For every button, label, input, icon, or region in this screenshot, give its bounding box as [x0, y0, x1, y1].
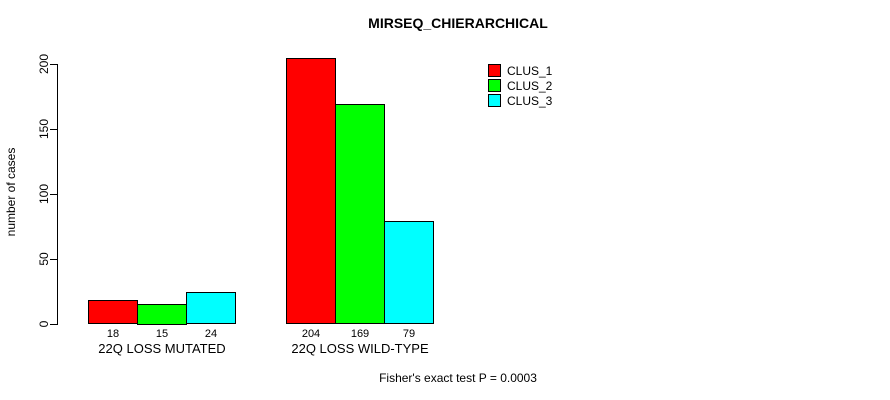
bar-clus-1-22q-loss-wild-type	[286, 58, 336, 325]
y-axis-tick	[50, 193, 57, 195]
bar-value-label: 79	[402, 328, 416, 340]
legend: CLUS_1 CLUS_2 CLUS_3	[488, 64, 552, 109]
legend-label-clus-1: CLUS_1	[507, 63, 553, 78]
bar-value-label: 18	[106, 328, 120, 340]
bar-value-label: 204	[301, 328, 321, 340]
bar-clus-3-22q-loss-wild-type	[384, 220, 434, 325]
legend-swatch-clus-1	[488, 64, 501, 77]
bar-value-label: 24	[204, 328, 218, 340]
x-category-label: 22Q LOSS MUTATED	[98, 341, 226, 356]
fisher-test-annotation: Fisher's exact test P = 0.0003	[379, 371, 537, 385]
y-axis-label: number of cases	[4, 147, 18, 237]
y-axis-tick	[50, 258, 57, 260]
y-axis-tick	[50, 128, 57, 130]
bar-clus-3-22q-loss-mutated	[186, 292, 236, 325]
bar-value-label: 15	[155, 328, 169, 340]
legend-swatch-clus-3	[488, 94, 501, 107]
y-axis-tick	[50, 63, 57, 65]
bar-value-label: 169	[350, 328, 370, 340]
legend-swatch-clus-2	[488, 79, 501, 92]
y-axis-tick-label: 150	[37, 118, 51, 139]
bar-clus-1-22q-loss-mutated	[88, 300, 138, 325]
bar-clus-2-22q-loss-wild-type	[335, 103, 385, 325]
legend-row-clus-1: CLUS_1	[488, 63, 553, 78]
y-axis-tick-label: 100	[37, 183, 51, 204]
y-axis-tick-label: 0	[37, 320, 51, 327]
y-axis-tick	[50, 323, 57, 325]
legend-label-clus-3: CLUS_3	[507, 93, 553, 108]
bar-clus-2-22q-loss-mutated	[137, 304, 187, 325]
legend-label-clus-2: CLUS_2	[507, 78, 553, 93]
y-axis-line	[57, 63, 58, 325]
chart-title: MIRSEQ_CHIERARCHICAL	[368, 15, 548, 31]
x-category-label: 22Q LOSS WILD-TYPE	[291, 341, 429, 356]
y-axis-tick-label: 200	[37, 53, 51, 74]
legend-row-clus-3: CLUS_3	[488, 93, 553, 108]
legend-row-clus-2: CLUS_2	[488, 78, 553, 93]
y-axis-tick-label: 50	[37, 251, 51, 266]
